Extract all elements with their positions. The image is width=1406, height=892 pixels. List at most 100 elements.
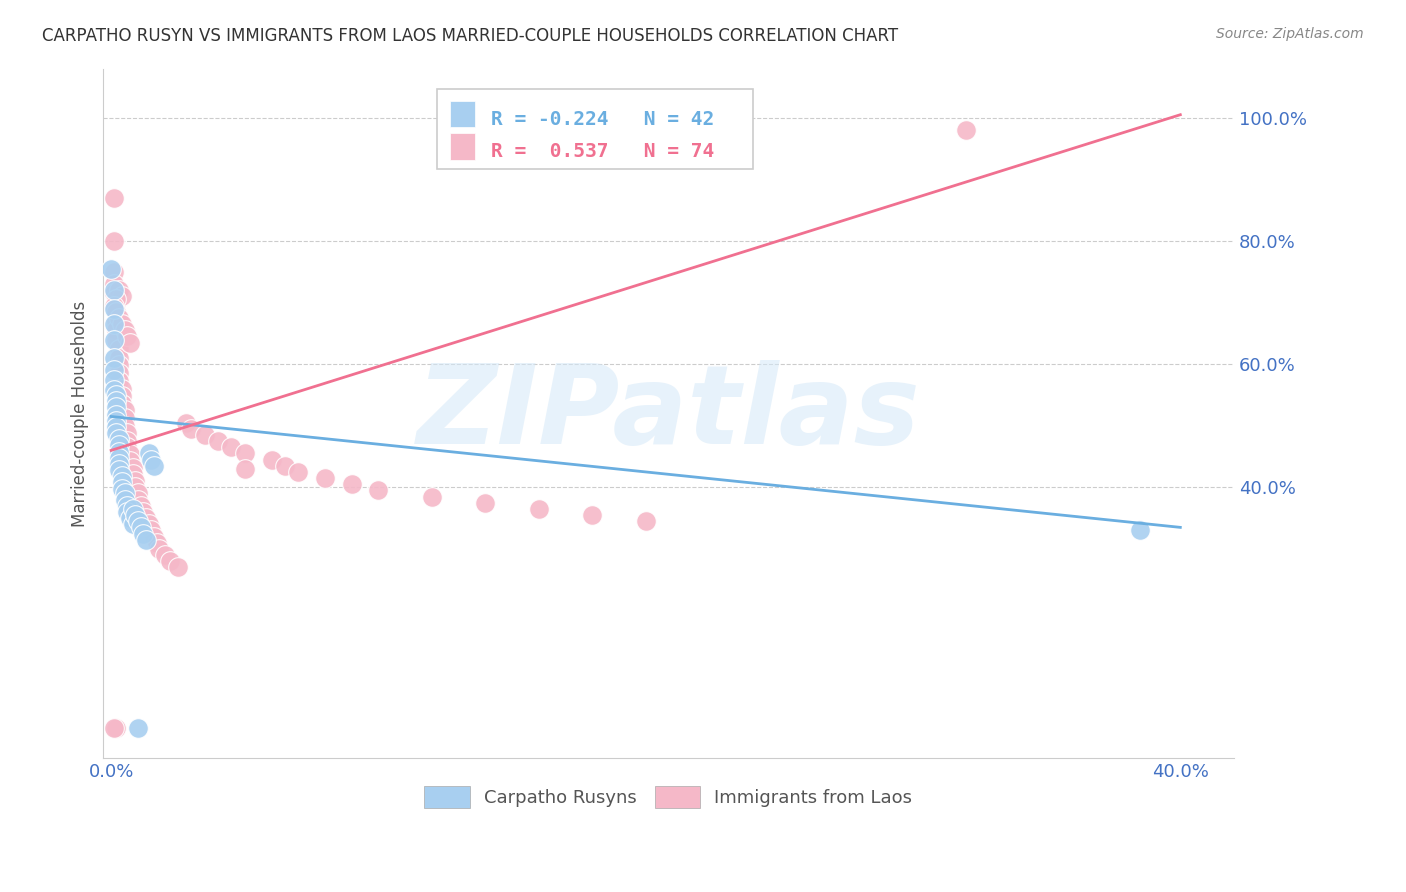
Point (180, 422, 202, 436)
Point (474, 496, 496, 510)
Text: CARPATHO RUSYN VS IMMIGRANTS FROM LAOS MARRIED-COUPLE HOUSEHOLDS CORRELATION CHA: CARPATHO RUSYN VS IMMIGRANTS FROM LAOS M… (42, 27, 898, 45)
Point (111, 289, 134, 303)
Point (124, 474, 146, 488)
Point (108, 457, 131, 471)
Point (274, 458, 297, 473)
Point (108, 450, 131, 465)
Point (114, 323, 136, 337)
Point (105, 408, 128, 422)
Point (194, 428, 217, 442)
Point (108, 367, 131, 381)
Point (167, 560, 190, 574)
Point (105, 394, 128, 409)
Point (118, 454, 141, 468)
Point (121, 517, 143, 532)
Point (111, 397, 134, 411)
Point (108, 463, 131, 477)
Point (221, 440, 243, 454)
Point (233, 462, 256, 476)
Point (129, 520, 152, 534)
Point (132, 505, 155, 519)
Point (108, 375, 131, 389)
Point (142, 458, 165, 473)
Point (111, 317, 134, 331)
Point (114, 403, 136, 417)
Point (105, 414, 128, 428)
Point (105, 295, 128, 310)
Point (108, 342, 131, 356)
Point (127, 721, 149, 735)
Point (105, 420, 128, 434)
FancyBboxPatch shape (437, 89, 754, 169)
Point (108, 310, 131, 325)
Point (132, 526, 155, 541)
Point (115, 434, 138, 448)
Point (108, 351, 131, 365)
Point (108, 444, 131, 458)
Point (118, 511, 141, 525)
Point (121, 467, 143, 482)
Point (105, 305, 128, 319)
Point (103, 383, 125, 397)
FancyBboxPatch shape (450, 134, 475, 160)
Point (103, 317, 125, 331)
Text: ZIPatlas: ZIPatlas (416, 360, 921, 467)
Point (135, 533, 157, 547)
Y-axis label: Married-couple Households: Married-couple Households (72, 301, 89, 526)
Point (105, 388, 128, 402)
Point (159, 554, 181, 568)
Point (138, 446, 160, 460)
Point (105, 314, 128, 328)
Point (111, 389, 134, 403)
Point (103, 373, 125, 387)
Point (105, 305, 128, 319)
Point (111, 475, 134, 490)
Point (142, 530, 165, 544)
Point (138, 517, 160, 532)
Point (103, 286, 125, 301)
Point (103, 333, 125, 347)
Point (105, 401, 128, 415)
Point (314, 471, 336, 485)
Point (153, 548, 176, 562)
Point (105, 293, 128, 307)
Point (103, 351, 125, 365)
Point (105, 721, 128, 735)
Point (127, 514, 149, 528)
Point (141, 524, 163, 538)
Point (581, 508, 603, 522)
Point (127, 486, 149, 500)
Point (527, 502, 550, 516)
Point (105, 333, 128, 347)
Text: R =  0.537   N = 74: R = 0.537 N = 74 (491, 143, 714, 161)
Point (111, 382, 134, 396)
Text: R = -0.224   N = 42: R = -0.224 N = 42 (491, 110, 714, 129)
Point (634, 514, 657, 528)
Point (115, 505, 138, 519)
Point (129, 499, 152, 513)
FancyBboxPatch shape (450, 101, 475, 128)
Point (135, 511, 157, 525)
Point (115, 426, 138, 441)
Text: Source: ZipAtlas.com: Source: ZipAtlas.com (1216, 27, 1364, 41)
Point (121, 502, 143, 516)
Point (124, 480, 146, 494)
Point (105, 426, 128, 441)
Point (108, 438, 131, 452)
Point (1129, 524, 1152, 538)
Point (118, 447, 141, 461)
Point (103, 265, 125, 279)
Point (118, 335, 141, 350)
Point (100, 261, 122, 276)
Point (108, 359, 131, 373)
Point (114, 492, 136, 507)
Point (111, 482, 134, 496)
Point (287, 465, 309, 479)
Point (148, 541, 170, 556)
Point (105, 323, 128, 337)
Point (420, 490, 443, 504)
Point (340, 477, 363, 491)
Point (103, 363, 125, 377)
Point (207, 434, 229, 449)
Point (955, 123, 977, 137)
